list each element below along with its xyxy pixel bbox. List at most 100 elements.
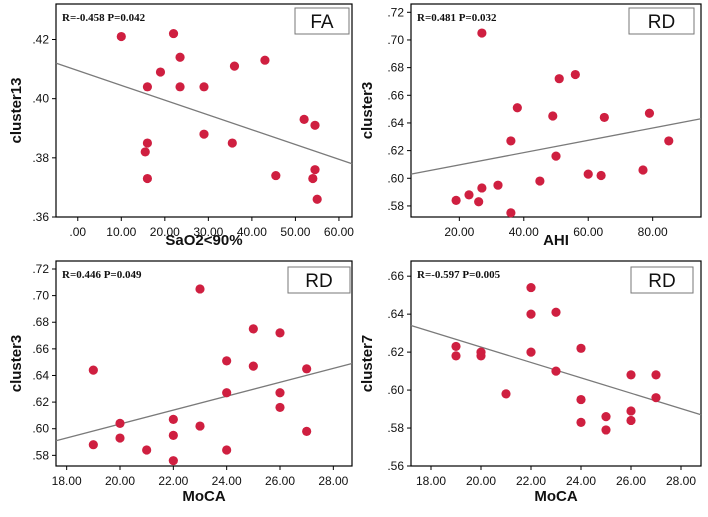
regression-line [55,362,353,442]
data-point [451,341,461,352]
regression-line [410,118,702,175]
data-point [116,31,126,42]
data-point [195,284,205,294]
data-point [638,165,648,175]
data-point [310,120,320,130]
data-point [168,414,178,425]
data-point [275,328,285,338]
data-point [142,445,152,455]
data-point [88,365,98,375]
x-axis-title: SaO2<90% [165,232,242,249]
data-point [222,445,232,455]
data-point [474,197,484,207]
y-tick-label: .68 [32,315,49,329]
metric-tag: FA [310,12,334,33]
data-point [651,393,661,403]
data-point [155,67,166,77]
data-point [310,165,320,175]
x-tick-label: 80.00 [638,225,668,239]
x-tick-label: 20.00 [150,225,180,239]
x-tick-label: 18.00 [52,474,82,488]
y-tick-label: .64 [387,116,404,130]
data-point [199,82,209,92]
x-tick-label: 28.00 [318,474,348,488]
x-tick-label: 10.00 [106,225,136,239]
data-point [142,173,153,184]
metric-tag-box [287,266,351,294]
data-point [477,28,487,38]
y-tick-label: .66 [387,88,404,102]
data-point [583,169,593,179]
data-point [596,170,606,181]
plot-frame [410,260,702,467]
data-point [260,55,270,65]
y-tick-label: .68 [387,61,404,75]
chart-panel-1: .00 10.00 20.00 30.00 40.00 50.00 60.00 .36 .38.… [8,3,354,249]
x-tick-label: .00 [69,225,86,239]
data-point [506,136,516,146]
data-point [115,418,125,429]
data-point [526,282,536,293]
x-tick-label: 26.00 [616,474,646,488]
data-point [512,103,522,113]
data-point [168,28,179,39]
data-point [168,430,178,440]
data-point [626,415,636,426]
data-point [142,138,153,148]
data-point [451,351,461,361]
x-tick-label: 60.00 [573,225,603,239]
metric-tag: RD [305,271,332,292]
y-axis-title: cluster13 [8,78,25,144]
y-tick-label: .72 [387,5,404,19]
data-point [506,208,516,218]
y-tick-label: .64 [32,368,49,382]
y-axis-title: cluster3 [8,335,25,393]
data-point [168,456,178,466]
y-tick-label: .62 [387,144,404,158]
data-point [551,151,561,161]
data-point [140,147,150,157]
data-point [601,425,611,435]
x-axis-title: MoCA [534,488,577,505]
x-tick-label: 60.00 [324,225,354,239]
data-point [548,111,558,121]
data-point [576,394,586,405]
y-tick-label: .36 [32,210,49,224]
plot-frame [55,3,353,218]
data-point [644,108,655,118]
chart-panel-4: 18.00 20.00 22.00 24.00 26.00 28.00 .56 .58 .60.… [359,260,702,505]
x-tick-label: 40.00 [237,225,267,239]
data-point [493,180,503,190]
y-tick-label: .70 [387,33,404,47]
data-point [312,194,322,204]
y-tick-label: .62 [32,395,49,409]
data-point [302,426,312,436]
data-point [142,82,153,92]
y-tick-label: .58 [32,448,49,462]
y-tick-label: .38 [32,151,49,165]
chart-panel-3: 18.00 20.00 22.00 24.00 26.00 28.00 .58 .60 .62.… [8,260,353,505]
stat-annotation: R=-0.597 P=0.005 [417,269,501,281]
y-tick-label: .66 [32,342,49,356]
stat-annotation: R=0.446 P=0.049 [62,269,142,281]
x-tick-label: 22.00 [158,474,188,488]
y-tick-label: .42 [32,33,49,47]
data-point [526,347,536,357]
y-tick-label: .72 [32,262,49,276]
y-tick-label: .62 [387,345,404,359]
data-point [275,402,285,413]
x-axis-title: MoCA [182,488,225,505]
x-tick-label: 24.00 [566,474,596,488]
data-point [526,309,536,319]
metric-tag: RD [648,12,675,33]
data-point [476,351,486,361]
data-point [222,356,232,366]
y-tick-label: .58 [387,421,404,435]
y-tick-label: .60 [387,383,404,397]
regression-line [55,62,353,165]
x-axis-title: AHI [543,232,569,249]
data-point [551,307,561,317]
y-tick-label: .70 [32,289,49,303]
x-tick-label: 50.00 [280,225,310,239]
data-point [651,370,661,380]
